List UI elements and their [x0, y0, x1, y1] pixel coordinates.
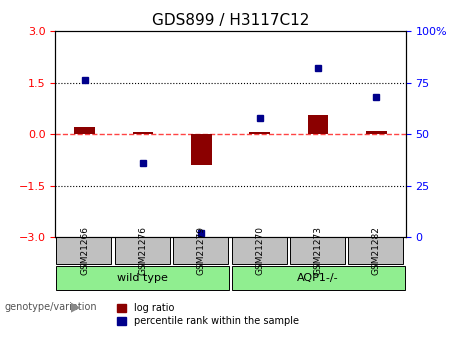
- Text: GSM21282: GSM21282: [372, 226, 381, 275]
- Text: GSM21276: GSM21276: [138, 226, 148, 275]
- Bar: [366, 131, 387, 134]
- FancyBboxPatch shape: [57, 237, 112, 264]
- FancyBboxPatch shape: [232, 266, 404, 290]
- Bar: [249, 132, 270, 134]
- FancyBboxPatch shape: [349, 237, 403, 264]
- FancyBboxPatch shape: [173, 237, 228, 264]
- Bar: [191, 134, 212, 165]
- Text: GSM21279: GSM21279: [197, 226, 206, 275]
- FancyBboxPatch shape: [57, 266, 229, 290]
- Text: ▶: ▶: [71, 300, 81, 314]
- Bar: [133, 132, 153, 134]
- Text: GSM21270: GSM21270: [255, 226, 264, 275]
- Text: AQP1-/-: AQP1-/-: [297, 273, 339, 283]
- Title: GDS899 / H3117C12: GDS899 / H3117C12: [152, 13, 309, 29]
- Bar: [74, 127, 95, 134]
- Text: wild type: wild type: [118, 273, 168, 283]
- FancyBboxPatch shape: [232, 237, 287, 264]
- Text: GSM21266: GSM21266: [80, 226, 89, 275]
- Text: genotype/variation: genotype/variation: [5, 302, 97, 312]
- FancyBboxPatch shape: [115, 237, 170, 264]
- Legend: log ratio, percentile rank within the sample: log ratio, percentile rank within the sa…: [113, 299, 303, 330]
- Bar: [308, 115, 328, 134]
- FancyBboxPatch shape: [290, 237, 345, 264]
- Text: GSM21273: GSM21273: [313, 226, 323, 275]
